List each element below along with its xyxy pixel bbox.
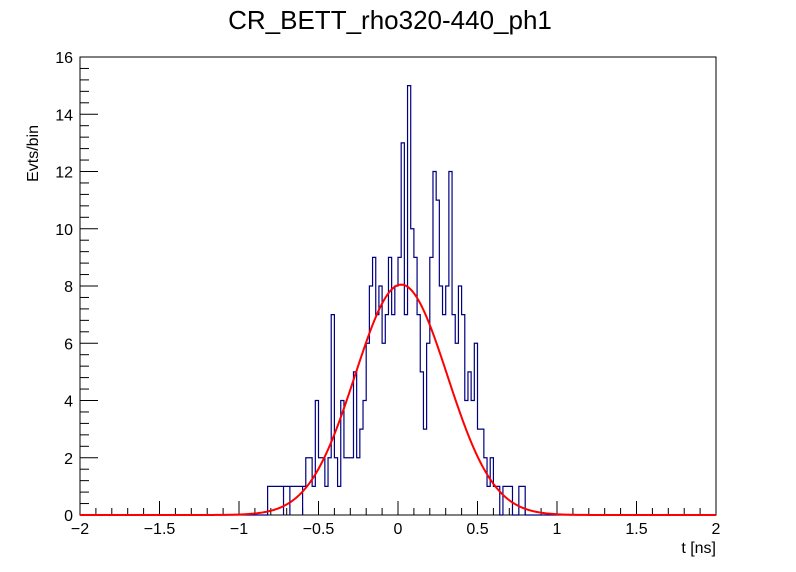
x-tick-label: 2 [712, 521, 721, 538]
x-tick-label: −1 [230, 521, 248, 538]
fit-series [80, 283, 716, 516]
chart-title: CR_BETT_rho320-440_ph1 [228, 5, 552, 35]
histogram-series [80, 85, 716, 516]
y-tick-label: 0 [64, 508, 73, 525]
y-tick-label: 6 [64, 336, 73, 353]
fit-line [80, 283, 716, 516]
y-tick-label: 8 [64, 279, 73, 296]
x-axis-title: t [ns] [681, 540, 716, 557]
x-tick-label: 1.5 [625, 521, 647, 538]
x-tick-label: 0 [394, 521, 403, 538]
x-tick-label: 1 [553, 521, 562, 538]
y-tick-label: 12 [55, 165, 73, 182]
y-tick-label: 2 [64, 451, 73, 468]
x-tick-label: −0.5 [303, 521, 335, 538]
y-tick-label: 14 [55, 107, 73, 124]
x-tick-label: −2 [71, 521, 89, 538]
y-axis-title: Evts/bin [25, 125, 42, 182]
histogram-line [80, 85, 716, 516]
y-tick-label: 10 [55, 222, 73, 239]
x-tick-label: −1.5 [144, 521, 176, 538]
y-tick-label: 16 [55, 50, 73, 67]
x-axis: −2 −1.5 −1 −0.5 0 0.5 1 1.5 2 [71, 501, 721, 538]
y-tick-label: 4 [64, 394, 73, 411]
y-axis: 0 2 4 6 8 10 12 14 16 [55, 50, 98, 525]
x-tick-label: 0.5 [466, 521, 488, 538]
